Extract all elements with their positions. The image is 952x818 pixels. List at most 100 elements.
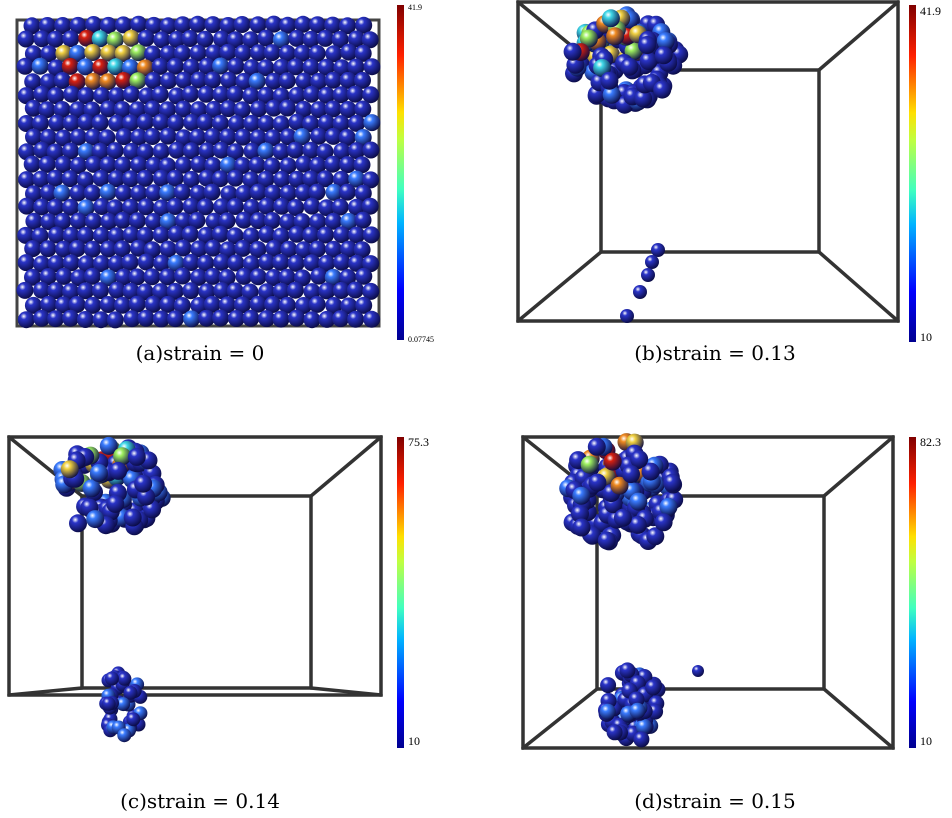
particle [138,254,155,271]
particle [600,704,616,720]
particle [309,296,326,313]
particle [205,240,222,257]
caption: (c)strain = 0.14 [120,789,280,813]
particle [129,296,146,313]
particle [70,213,87,230]
particle [183,310,200,327]
particle [107,311,124,328]
particle [84,241,101,258]
particle [655,513,673,531]
particle [62,310,79,327]
particle [77,58,94,75]
particle [303,198,320,215]
particle [633,731,649,747]
particle [137,170,154,187]
caption: (a)strain = 0 [136,341,265,365]
particle [572,487,590,505]
particle [175,240,192,257]
particle [250,268,267,285]
particle [645,679,661,695]
colorbar-min: 0.07745 [408,335,434,344]
particle [332,310,349,327]
particle [92,114,109,131]
particle [363,114,380,131]
colorbar-b [909,5,916,342]
particle [47,170,64,187]
particle [152,86,169,103]
particle [47,310,64,327]
particle [123,86,140,103]
particle [124,509,142,527]
particle [629,493,647,511]
particle [333,254,350,271]
particle [90,464,108,482]
particle [62,170,79,187]
particle [602,9,620,27]
particle [117,728,131,742]
particle [641,268,655,282]
particle [310,268,327,285]
colorbar-min: 10 [408,734,420,748]
particle [362,86,379,103]
colorbar-min: 10 [920,330,932,344]
particle [620,58,638,76]
particle [102,697,116,711]
particle [258,30,275,47]
particle [63,86,80,103]
particles-b [564,6,689,323]
particle [182,30,199,47]
particle [62,30,79,47]
particle [123,30,140,47]
particle [138,30,155,47]
particle [134,475,152,493]
colorbar-min: 10 [920,734,932,748]
particle [242,310,259,327]
particle [122,254,139,271]
particle [588,474,606,492]
particle [128,448,146,466]
colorbar-a [397,5,404,340]
particle [40,240,57,257]
particle [167,198,184,215]
particle [622,465,640,483]
particle [117,672,131,686]
particle [159,128,176,145]
particle [633,285,647,299]
particle [287,282,304,299]
particle [105,672,119,686]
particle [18,31,35,48]
particle [174,268,191,285]
colorbar-max: 41.9 [408,3,422,12]
particle [303,86,320,103]
particle [198,86,215,103]
particle [32,58,49,75]
particle [47,31,64,48]
particle [339,184,356,201]
particle [138,310,155,327]
particle [18,311,35,328]
particle [620,309,634,323]
particle [279,72,296,89]
particle [250,100,267,117]
particle [614,509,632,527]
particle [17,282,34,299]
particle [600,677,616,693]
particle [619,662,635,678]
particle [645,255,659,269]
particle [77,311,94,328]
particle [228,310,245,327]
particle [182,282,199,299]
particle [84,268,101,285]
particle [235,129,252,146]
colorbar-max: 41.9 [920,4,941,18]
particle [363,226,380,243]
particle [204,16,221,33]
particle [159,296,176,313]
particle [212,310,229,327]
colorbar-c [397,437,404,748]
figure: 41.9 0.07745 (a)strain = 0 41.9 10 (b)st… [0,0,952,818]
particle [564,43,582,61]
particle [279,100,296,117]
particle [137,114,154,131]
particle [607,724,623,740]
